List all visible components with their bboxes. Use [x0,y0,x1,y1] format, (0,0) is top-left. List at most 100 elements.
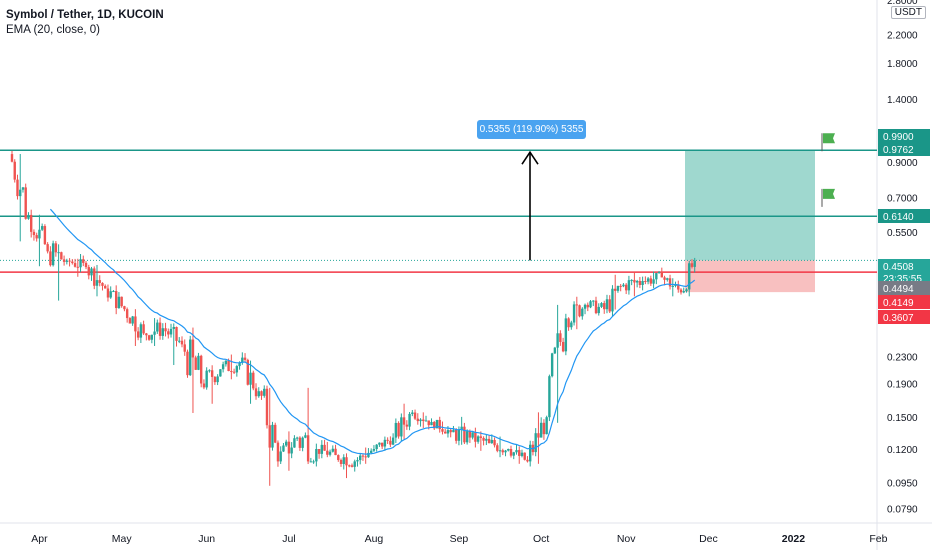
candle-body[interactable] [90,268,93,276]
candle-body[interactable] [622,284,625,287]
candle-body[interactable] [435,419,439,429]
candle-body[interactable] [589,301,592,308]
candle-body[interactable] [21,187,25,190]
candle-body[interactable] [98,280,101,283]
candle-body[interactable] [120,296,123,307]
candle-body[interactable] [539,422,543,438]
candle-body[interactable] [668,278,672,287]
candle-body[interactable] [619,285,622,287]
candle-body[interactable] [199,355,203,384]
candle-body[interactable] [485,438,488,441]
candle-body[interactable] [444,431,447,434]
candle-body[interactable] [213,376,217,383]
candle-body[interactable] [216,376,219,383]
candle-body[interactable] [479,436,483,438]
candle-body[interactable] [482,437,485,441]
candle-body[interactable] [666,278,669,280]
candle-body[interactable] [73,263,77,267]
candle-body[interactable] [575,304,579,306]
candle-body[interactable] [167,331,170,335]
candle-body[interactable] [611,288,614,312]
candle-body[interactable] [677,284,680,290]
candle-body[interactable] [112,291,115,293]
candle-body[interactable] [378,442,381,445]
candle-body[interactable] [616,285,620,291]
candle-body[interactable] [219,369,222,377]
candle-body[interactable] [671,285,674,287]
candle-body[interactable] [424,420,428,422]
candle-body[interactable] [356,460,359,462]
candle-body[interactable] [317,449,321,454]
candle-body[interactable] [183,344,186,352]
candle-body[interactable] [454,429,458,441]
candle-body[interactable] [295,437,299,439]
candle-body[interactable] [567,318,570,328]
candle-body[interactable] [570,322,573,328]
candle-body[interactable] [693,260,696,267]
candle-body[interactable] [65,260,69,262]
candle-body[interactable] [27,214,30,219]
candle-body[interactable] [205,370,208,388]
candle-body[interactable] [287,441,291,454]
candle-body[interactable] [29,214,33,232]
candle-body[interactable] [594,300,598,314]
candle-body[interactable] [592,300,595,302]
candle-body[interactable] [474,432,477,442]
candle-body[interactable] [548,376,551,418]
candle-body[interactable] [369,450,373,453]
candle-body[interactable] [652,279,655,284]
candle-body[interactable] [534,433,537,453]
candle-body[interactable] [463,426,466,443]
candle-body[interactable] [498,450,502,452]
candle-body[interactable] [304,435,307,438]
candle-body[interactable] [512,452,515,456]
candle-body[interactable] [71,261,74,264]
candle-body[interactable] [490,439,494,444]
candle-body[interactable] [487,438,491,444]
candle-body[interactable] [430,422,433,426]
candle-body[interactable] [128,318,132,324]
candle-body[interactable] [309,461,313,463]
candle-body[interactable] [82,259,85,263]
candle-body[interactable] [452,429,455,433]
candle-body[interactable] [397,422,400,437]
candle-body[interactable] [326,450,329,455]
candle-body[interactable] [679,289,683,293]
candle-body[interactable] [49,251,52,266]
candle-body[interactable] [638,280,642,285]
candle-body[interactable] [608,299,611,312]
candle-body[interactable] [235,366,239,373]
candle-body[interactable] [413,412,417,419]
candle-body[interactable] [221,364,225,370]
candle-body[interactable] [537,433,540,438]
candle-body[interactable] [104,285,107,289]
candle-body[interactable] [145,333,148,336]
candle-body[interactable] [493,439,496,446]
candle-body[interactable] [232,371,236,373]
candle-body[interactable] [545,417,548,435]
candle-body[interactable] [520,452,524,456]
candle-body[interactable] [197,355,200,370]
candle-body[interactable] [202,383,206,388]
candle-body[interactable] [572,304,576,323]
candle-body[interactable] [624,284,628,291]
candle-body[interactable] [224,360,228,365]
candle-body[interactable] [550,353,554,377]
candle-body[interactable] [101,282,104,286]
candle-body[interactable] [597,306,600,314]
candle-body[interactable] [164,328,167,332]
candle-body[interactable] [655,273,658,280]
candle-body[interactable] [633,279,636,283]
candle-body[interactable] [54,243,58,253]
candle-body[interactable] [150,334,154,340]
candle-body[interactable] [87,267,90,276]
candle-body[interactable] [468,431,472,438]
candle-body[interactable] [411,412,414,414]
candle-body[interactable] [641,280,644,285]
candle-body[interactable] [131,316,134,324]
candle-body[interactable] [394,422,398,438]
candle-body[interactable] [24,187,27,219]
candle-body[interactable] [627,280,631,291]
